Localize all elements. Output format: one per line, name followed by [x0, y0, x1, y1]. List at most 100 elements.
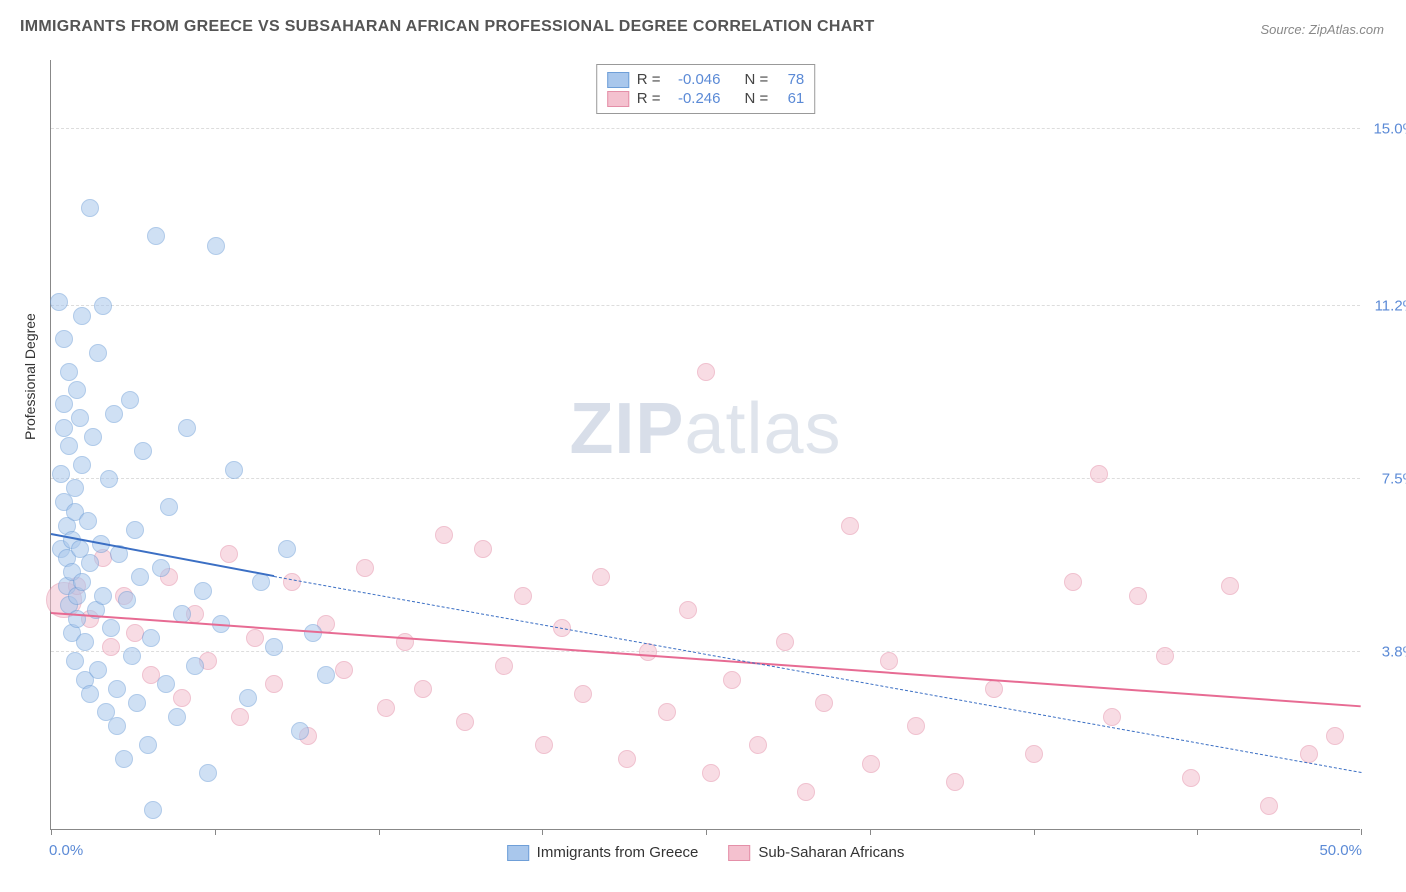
y-tick-label: 15.0% — [1373, 121, 1406, 138]
data-point-greece — [265, 638, 283, 656]
data-point-greece — [128, 694, 146, 712]
watermark-bold: ZIP — [569, 389, 684, 469]
r-label: R = — [637, 90, 661, 107]
data-point-greece — [126, 521, 144, 539]
data-point-greece — [123, 647, 141, 665]
source-name: ZipAtlas.com — [1309, 22, 1384, 37]
data-point-greece — [178, 419, 196, 437]
data-point-greece — [157, 675, 175, 693]
data-point-subsaharan — [1221, 577, 1239, 595]
data-point-subsaharan — [679, 601, 697, 619]
data-point-subsaharan — [535, 736, 553, 754]
data-point-subsaharan — [102, 638, 120, 656]
data-point-subsaharan — [841, 517, 859, 535]
data-point-subsaharan — [574, 685, 592, 703]
data-point-greece — [55, 395, 73, 413]
data-point-greece — [147, 227, 165, 245]
scatter-plot-area: ZIPatlas R = -0.046 N = 78 R = -0.246 N … — [50, 60, 1360, 830]
trend-line — [274, 576, 1361, 773]
stats-row-greece: R = -0.046 N = 78 — [607, 70, 805, 89]
n-value-subsaharan: 61 — [776, 90, 804, 107]
data-point-greece — [105, 405, 123, 423]
stats-row-subsaharan: R = -0.246 N = 61 — [607, 89, 805, 108]
data-point-greece — [115, 750, 133, 768]
data-point-greece — [81, 199, 99, 217]
data-point-subsaharan — [1326, 727, 1344, 745]
r-value-greece: -0.046 — [669, 71, 721, 88]
data-point-subsaharan — [495, 657, 513, 675]
r-label: R = — [637, 71, 661, 88]
n-label: N = — [745, 90, 769, 107]
data-point-greece — [84, 428, 102, 446]
data-point-subsaharan — [1260, 797, 1278, 815]
data-point-greece — [118, 591, 136, 609]
data-point-greece — [55, 330, 73, 348]
data-point-greece — [73, 456, 91, 474]
data-point-greece — [60, 363, 78, 381]
data-point-greece — [291, 722, 309, 740]
data-point-subsaharan — [880, 652, 898, 670]
data-point-subsaharan — [246, 629, 264, 647]
data-point-subsaharan — [231, 708, 249, 726]
data-point-greece — [102, 619, 120, 637]
data-point-subsaharan — [456, 713, 474, 731]
swatch-subsaharan — [728, 845, 750, 861]
data-point-greece — [121, 391, 139, 409]
watermark-rest: atlas — [684, 389, 841, 469]
data-point-subsaharan — [1129, 587, 1147, 605]
data-point-subsaharan — [702, 764, 720, 782]
data-point-greece — [100, 470, 118, 488]
x-axis-min-label: 0.0% — [49, 842, 83, 859]
data-point-subsaharan — [356, 559, 374, 577]
data-point-greece — [160, 498, 178, 516]
legend-item-subsaharan: Sub-Saharan Africans — [728, 844, 904, 861]
data-point-greece — [168, 708, 186, 726]
data-point-greece — [89, 344, 107, 362]
swatch-subsaharan — [607, 91, 629, 107]
data-point-subsaharan — [985, 680, 1003, 698]
data-point-greece — [144, 801, 162, 819]
data-point-greece — [71, 409, 89, 427]
data-point-subsaharan — [618, 750, 636, 768]
x-tick — [1034, 829, 1035, 835]
data-point-greece — [81, 685, 99, 703]
x-tick — [1197, 829, 1198, 835]
data-point-greece — [142, 629, 160, 647]
data-point-greece — [278, 540, 296, 558]
data-point-greece — [108, 717, 126, 735]
data-point-subsaharan — [1182, 769, 1200, 787]
data-point-greece — [66, 652, 84, 670]
watermark: ZIPatlas — [569, 388, 841, 470]
data-point-subsaharan — [723, 671, 741, 689]
data-point-subsaharan — [697, 363, 715, 381]
data-point-greece — [73, 307, 91, 325]
data-point-greece — [194, 582, 212, 600]
data-point-greece — [68, 381, 86, 399]
data-point-greece — [239, 689, 257, 707]
gridline — [51, 478, 1360, 479]
x-tick — [706, 829, 707, 835]
data-point-greece — [50, 293, 68, 311]
data-point-subsaharan — [220, 545, 238, 563]
data-point-greece — [186, 657, 204, 675]
data-point-subsaharan — [797, 783, 815, 801]
data-point-subsaharan — [1090, 465, 1108, 483]
data-point-greece — [131, 568, 149, 586]
data-point-greece — [60, 437, 78, 455]
y-axis-title: Professional Degree — [22, 313, 38, 440]
data-point-greece — [317, 666, 335, 684]
data-point-subsaharan — [265, 675, 283, 693]
data-point-greece — [79, 512, 97, 530]
data-point-greece — [152, 559, 170, 577]
n-value-greece: 78 — [776, 71, 804, 88]
y-tick-label: 7.5% — [1382, 471, 1406, 488]
legend-item-greece: Immigrants from Greece — [507, 844, 699, 861]
x-tick — [542, 829, 543, 835]
data-point-subsaharan — [815, 694, 833, 712]
x-axis-max-label: 50.0% — [1319, 842, 1362, 859]
data-point-subsaharan — [907, 717, 925, 735]
x-tick — [379, 829, 380, 835]
x-tick — [51, 829, 52, 835]
data-point-greece — [94, 587, 112, 605]
data-point-greece — [139, 736, 157, 754]
